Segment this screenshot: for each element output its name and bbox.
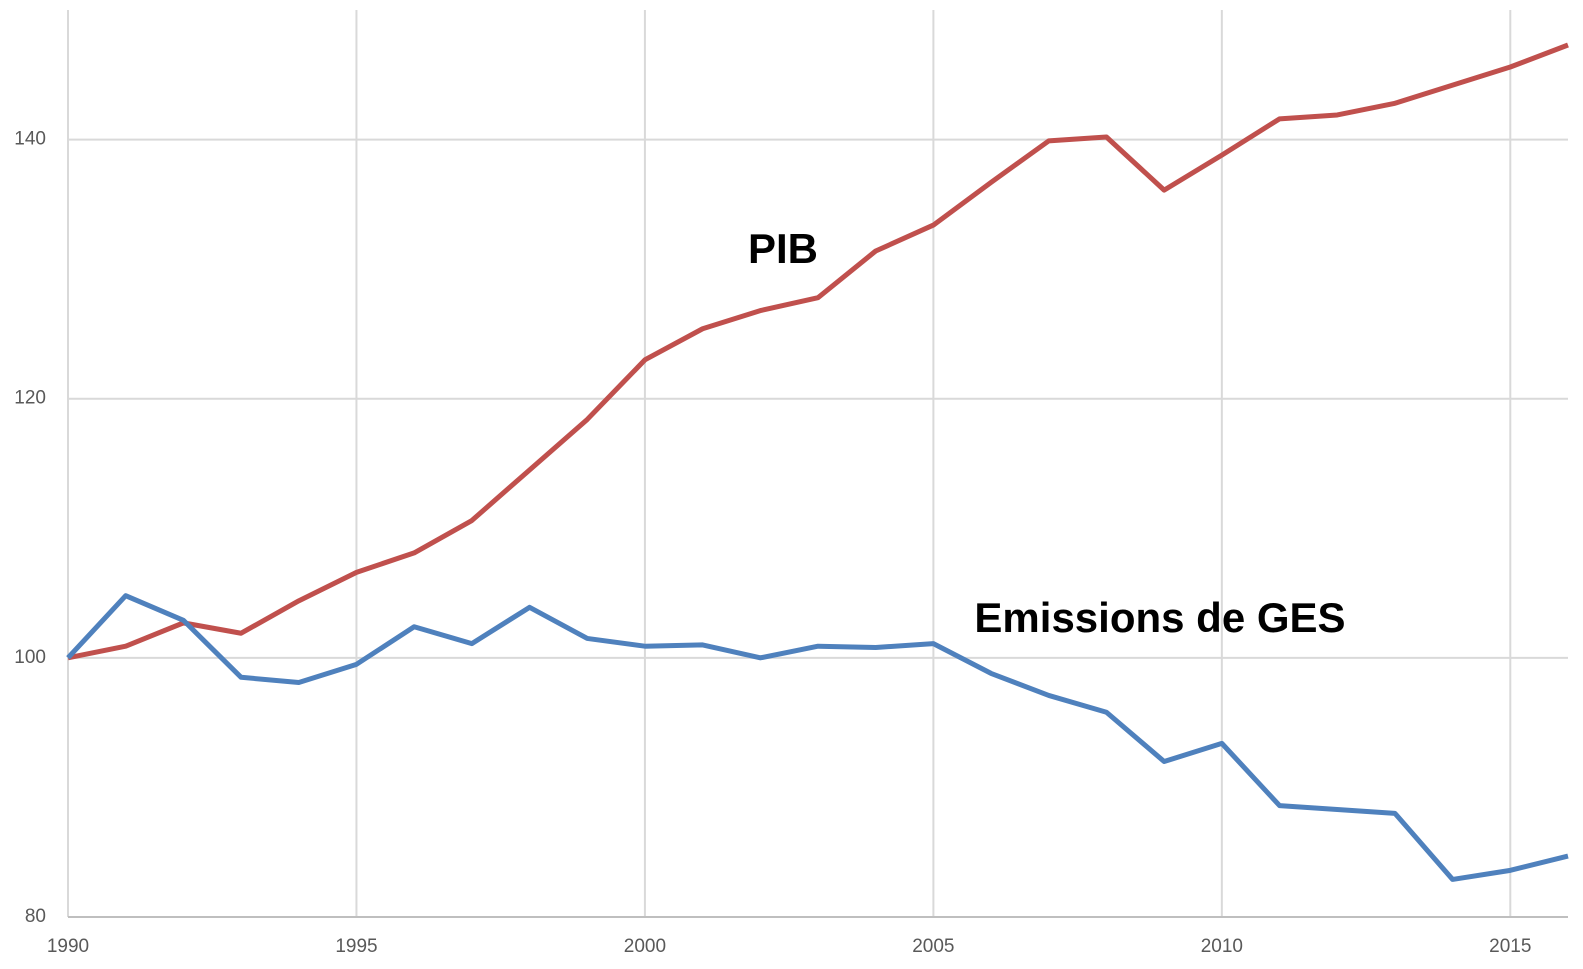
- x-tick-label: 2010: [1201, 936, 1243, 957]
- y-tick-label: 140: [14, 129, 46, 150]
- y-tick-label: 80: [25, 906, 46, 927]
- x-tick-label: 2005: [912, 936, 954, 957]
- y-tick-label: 100: [14, 647, 46, 668]
- series-line: [67, 42, 1569, 661]
- x-tick-label: 2000: [624, 936, 666, 957]
- x-tick-label: 1990: [47, 936, 89, 957]
- series-line: [66, 593, 1569, 882]
- series-label: PIB: [748, 225, 818, 272]
- x-tick-label: 2015: [1489, 936, 1531, 957]
- series-label: Emissions de GES: [974, 594, 1345, 641]
- y-tick-label: 120: [14, 388, 46, 409]
- x-tick-label: 1995: [335, 936, 377, 957]
